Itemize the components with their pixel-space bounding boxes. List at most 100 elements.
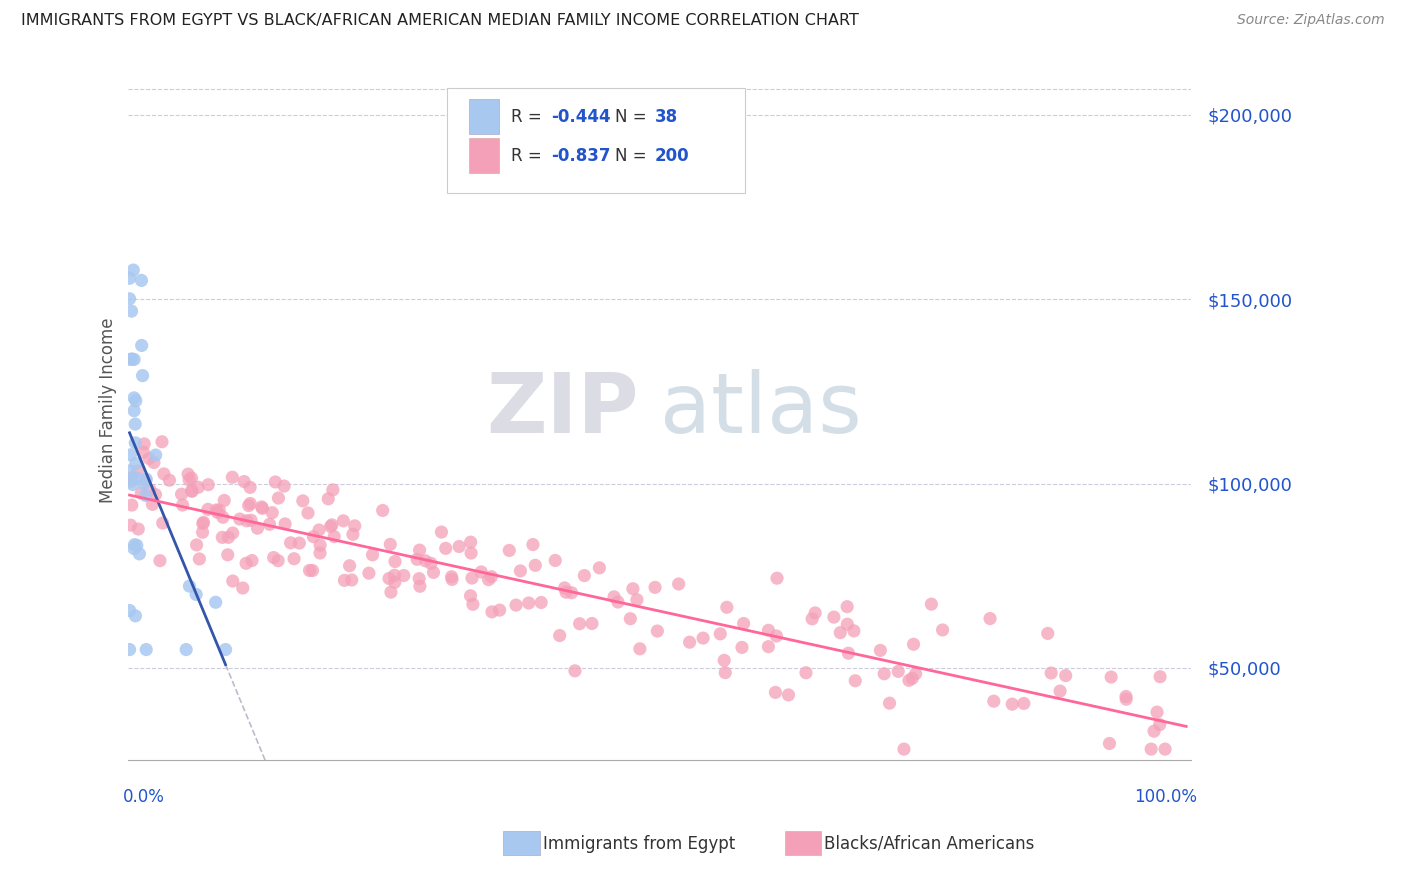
Point xyxy=(904,666,927,681)
Point xyxy=(217,530,239,544)
Point xyxy=(879,696,901,710)
Point xyxy=(172,498,194,512)
Point xyxy=(581,616,603,631)
Point xyxy=(498,543,520,558)
Point xyxy=(554,581,576,595)
Point xyxy=(765,685,787,699)
Point xyxy=(235,557,257,571)
FancyBboxPatch shape xyxy=(468,99,499,134)
Point xyxy=(267,491,290,505)
Point xyxy=(716,600,738,615)
Point xyxy=(145,487,167,501)
Point xyxy=(180,483,202,498)
Text: N =: N = xyxy=(616,147,647,165)
Point xyxy=(621,582,644,596)
Point xyxy=(262,506,284,520)
Point xyxy=(214,642,236,657)
Point xyxy=(524,558,547,573)
Text: Blacks/African Americans: Blacks/African Americans xyxy=(824,835,1035,853)
Point xyxy=(250,500,273,514)
Point xyxy=(118,292,141,306)
Text: Immigrants from Egypt: Immigrants from Egypt xyxy=(543,835,735,853)
Point xyxy=(283,551,305,566)
Point xyxy=(1115,692,1137,706)
Point xyxy=(124,435,146,450)
Point xyxy=(561,586,583,600)
Point xyxy=(339,558,361,573)
Point xyxy=(479,570,502,584)
Point xyxy=(197,502,219,516)
Point xyxy=(842,624,865,638)
Point xyxy=(333,574,356,588)
Point xyxy=(152,516,174,530)
Text: ZIP: ZIP xyxy=(486,369,638,450)
Point xyxy=(118,642,141,657)
Point xyxy=(420,557,443,571)
Point xyxy=(931,623,953,637)
Text: 200: 200 xyxy=(655,147,689,165)
Text: -0.444: -0.444 xyxy=(551,108,612,126)
Point xyxy=(460,589,482,603)
Point xyxy=(134,437,156,451)
Point xyxy=(644,580,666,594)
Point xyxy=(301,564,323,578)
Point xyxy=(141,497,163,511)
Point xyxy=(481,605,503,619)
FancyBboxPatch shape xyxy=(468,138,499,173)
Point xyxy=(384,568,406,582)
Point xyxy=(555,585,578,599)
Point xyxy=(979,611,1001,625)
Point xyxy=(361,548,384,562)
Point xyxy=(217,548,239,562)
Point xyxy=(122,391,145,405)
Point xyxy=(179,579,201,593)
Point xyxy=(127,522,149,536)
Point xyxy=(823,610,845,624)
Point xyxy=(628,641,651,656)
Point xyxy=(530,595,553,609)
Point xyxy=(127,464,149,478)
Point xyxy=(232,581,254,595)
Point xyxy=(118,271,141,285)
Point xyxy=(517,596,540,610)
Point xyxy=(1036,626,1059,640)
Point xyxy=(122,352,145,367)
Point xyxy=(188,552,211,566)
Point xyxy=(291,494,314,508)
Point xyxy=(488,603,510,617)
Point xyxy=(127,471,149,485)
Point xyxy=(135,472,157,486)
Point xyxy=(235,514,257,528)
Point xyxy=(121,304,143,318)
Text: N =: N = xyxy=(616,108,647,126)
Point xyxy=(121,351,143,366)
Point xyxy=(240,513,263,527)
Point xyxy=(150,434,173,449)
Point xyxy=(837,617,859,632)
Point xyxy=(983,694,1005,708)
Point xyxy=(1115,690,1137,704)
Point xyxy=(280,536,302,550)
Point xyxy=(731,640,754,655)
Point xyxy=(1099,670,1122,684)
Point xyxy=(893,742,915,756)
Point xyxy=(844,673,866,688)
Point xyxy=(186,538,208,552)
Point xyxy=(392,568,415,582)
Point xyxy=(765,629,787,643)
Point xyxy=(920,597,942,611)
Point xyxy=(120,518,142,533)
Text: 0.0%: 0.0% xyxy=(124,789,165,806)
Point xyxy=(897,673,920,688)
Point xyxy=(380,585,402,599)
Point xyxy=(1149,670,1171,684)
Point xyxy=(408,543,430,558)
Point xyxy=(121,498,143,512)
Point xyxy=(574,568,596,582)
Point xyxy=(308,523,330,537)
Point xyxy=(1140,742,1163,756)
Point xyxy=(668,577,690,591)
Point xyxy=(125,538,148,552)
Point xyxy=(607,595,630,609)
Point xyxy=(1146,705,1168,719)
